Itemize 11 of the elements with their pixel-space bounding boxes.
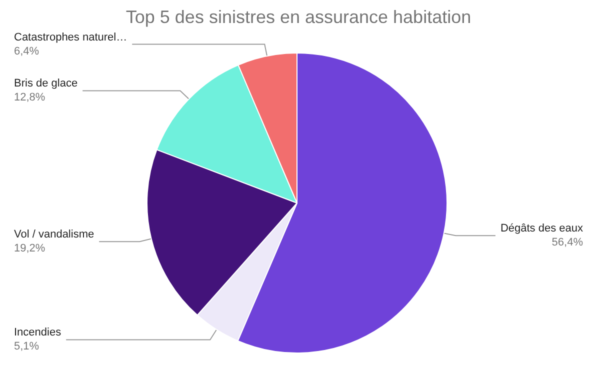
slice-label: Incendies: [14, 326, 62, 339]
slice-label: Bris de glace: [14, 78, 78, 90]
slice-label: Vol / vandalisme: [14, 228, 94, 241]
data-label: 5,1%: [14, 340, 40, 353]
chart-title: Top 5 des sinistres en assurance habitation: [126, 7, 472, 27]
data-label: 56,4%: [552, 236, 584, 249]
data-label: 19,2%: [14, 242, 46, 255]
data-label: 12,8%: [14, 92, 46, 104]
slice-label: Dégâts des eaux: [500, 222, 584, 235]
slice-label: Catastrophes naturel…: [14, 31, 128, 44]
data-label: 6,4%: [14, 45, 40, 58]
